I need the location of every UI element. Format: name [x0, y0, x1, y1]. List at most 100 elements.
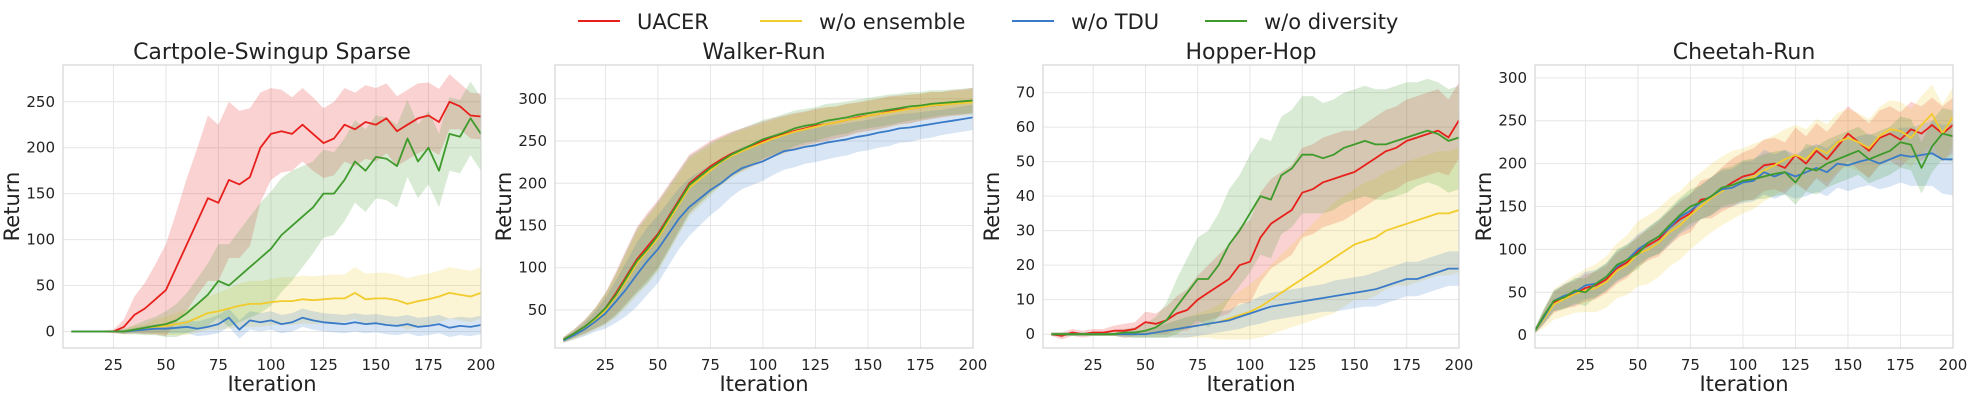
x-tick-label: 50 [1628, 356, 1647, 374]
y-tick-label: 30 [1016, 222, 1035, 240]
series-group [71, 74, 481, 339]
x-tick-label: 75 [701, 356, 720, 374]
legend-item-w-o-tdu: w/o TDU [1012, 10, 1159, 34]
line-w-o-ensemble [71, 292, 481, 333]
x-tick-label: 125 [1288, 356, 1317, 374]
chart-panels: 25 50 75 100 125 150 175 200050100150200250Cart… [0, 40, 1967, 396]
band-uacer [1535, 97, 1953, 334]
x-axis-label: Iteration [1699, 372, 1788, 396]
y-tick-label: 300 [518, 90, 547, 108]
legend-label: w/o TDU [1071, 10, 1159, 34]
y-tick-label: 50 [1016, 153, 1035, 171]
band-w-o-tdu [1051, 251, 1459, 338]
line-w-o-tdu [563, 116, 973, 342]
y-tick-label: 250 [518, 132, 547, 150]
chart-panel-cartpole-swingup-sparse: 25 50 75 100 125 150 175 200 0 50 100 150 200 250 Cart… [0, 40, 495, 396]
x-tick-label: 100 [749, 356, 778, 374]
x-tick-label: 75 [1681, 356, 1700, 374]
x-tick-label: 75 [1188, 356, 1207, 374]
x-tick-label: 50 [1136, 356, 1155, 374]
x-tick-label: 25 [104, 356, 123, 374]
line-w-o-tdu [71, 316, 481, 333]
x-tick-label: 50 [156, 356, 175, 374]
series-group [562, 87, 973, 343]
band-uacer [1051, 82, 1459, 340]
chart-title: Cartpole-Swingup Sparse [133, 40, 411, 65]
plot-area [1043, 65, 1459, 348]
plot-area [555, 65, 973, 348]
legend-item-w-o-ensemble: w/o ensemble [760, 10, 965, 34]
y-tick-label: 60 [1016, 118, 1035, 136]
y-tick-label: 50 [1508, 283, 1527, 301]
y-tick-label: 200 [518, 174, 547, 192]
y-tick-label: 100 [518, 259, 547, 277]
y-tick-label: 50 [528, 301, 547, 319]
band-w-o-tdu [1535, 120, 1953, 334]
x-tick-label: 200 [1939, 356, 1968, 374]
x-tick-label: 175 [1886, 356, 1915, 374]
y-tick-label: 150 [1498, 198, 1527, 216]
x-tick-label: 25 [1576, 356, 1595, 374]
x-tick-label: 200 [1445, 356, 1474, 374]
band-uacer [71, 74, 481, 337]
legend-label: UACER [637, 10, 709, 34]
legend-label: w/o diversity [1264, 10, 1398, 34]
x-tick-label: 50 [648, 356, 667, 374]
x-tick-label: 25 [596, 356, 615, 374]
y-tick-label: 250 [26, 93, 55, 111]
x-tick-label: 200 [959, 356, 988, 374]
y-tick-label: 150 [518, 217, 547, 235]
x-axis-label: Iteration [1206, 372, 1295, 396]
x-tick-label: 150 [362, 356, 391, 374]
chart-title: Cheetah-Run [1673, 40, 1816, 65]
y-axis-label: Return [0, 172, 24, 242]
y-tick-label: 40 [1016, 187, 1035, 205]
legend-label: w/o ensemble [819, 10, 965, 34]
legend-item-w-o-diversity: w/o diversity [1205, 10, 1398, 34]
y-tick-label: 70 [1016, 84, 1035, 102]
x-tick-label: 100 [1236, 356, 1265, 374]
x-tick-label: 100 [257, 356, 286, 374]
plot-frame [1534, 64, 1954, 349]
plot-frame [1042, 64, 1460, 349]
y-tick-label: 100 [1498, 240, 1527, 258]
band-w-o-diversity [71, 81, 481, 337]
line-uacer [71, 100, 481, 333]
plot-frame [62, 64, 482, 349]
y-tick-label: 300 [1498, 69, 1527, 87]
chart-title: Hopper-Hop [1185, 40, 1316, 65]
x-axis-label: Iteration [227, 372, 316, 396]
x-tick-label: 150 [1834, 356, 1863, 374]
band-w-o-tdu [71, 308, 481, 339]
y-tick-label: 250 [1498, 112, 1527, 130]
x-tick-label: 175 [414, 356, 443, 374]
chart-panel-walker-run: 25 50 75 100 125 150 175 200 50 100 150 200 250 300 Wa… [492, 40, 987, 396]
band-w-o-tdu [563, 104, 973, 343]
y-tick-label: 200 [1498, 155, 1527, 173]
y-axis-label: Return [980, 172, 1004, 242]
series-group [1535, 84, 1953, 334]
y-axis-label: Return [492, 172, 516, 242]
series-group [1051, 78, 1459, 340]
y-tick-label: 20 [1016, 256, 1035, 274]
y-tick-label: 200 [26, 139, 55, 157]
line-uacer [1535, 124, 1953, 332]
y-axis-label: Return [1472, 172, 1496, 242]
x-tick-label: 125 [801, 356, 830, 374]
line-w-o-diversity [71, 117, 481, 333]
line-uacer [1051, 119, 1459, 337]
legend: UACER w/o ensemble w/o TDU w/o diversity [578, 10, 1398, 34]
y-tick-label: 0 [1025, 325, 1035, 343]
x-tick-label: 25 [1084, 356, 1103, 374]
chart-panel-hopper-hop: 25 50 75 100 125 150 175 200 0 10 20 30 40 50 60 70 Hopp… [980, 40, 1473, 396]
y-tick-label: 10 [1016, 291, 1035, 309]
plot-area [63, 65, 481, 348]
x-tick-label: 100 [1729, 356, 1758, 374]
y-tick-label: 50 [36, 277, 55, 295]
x-tick-label: 200 [467, 356, 496, 374]
x-axis-label: Iteration [719, 372, 808, 396]
y-tick-label: 0 [45, 322, 55, 340]
chart-title: Walker-Run [702, 40, 825, 65]
line-w-o-diversity [1051, 129, 1459, 336]
